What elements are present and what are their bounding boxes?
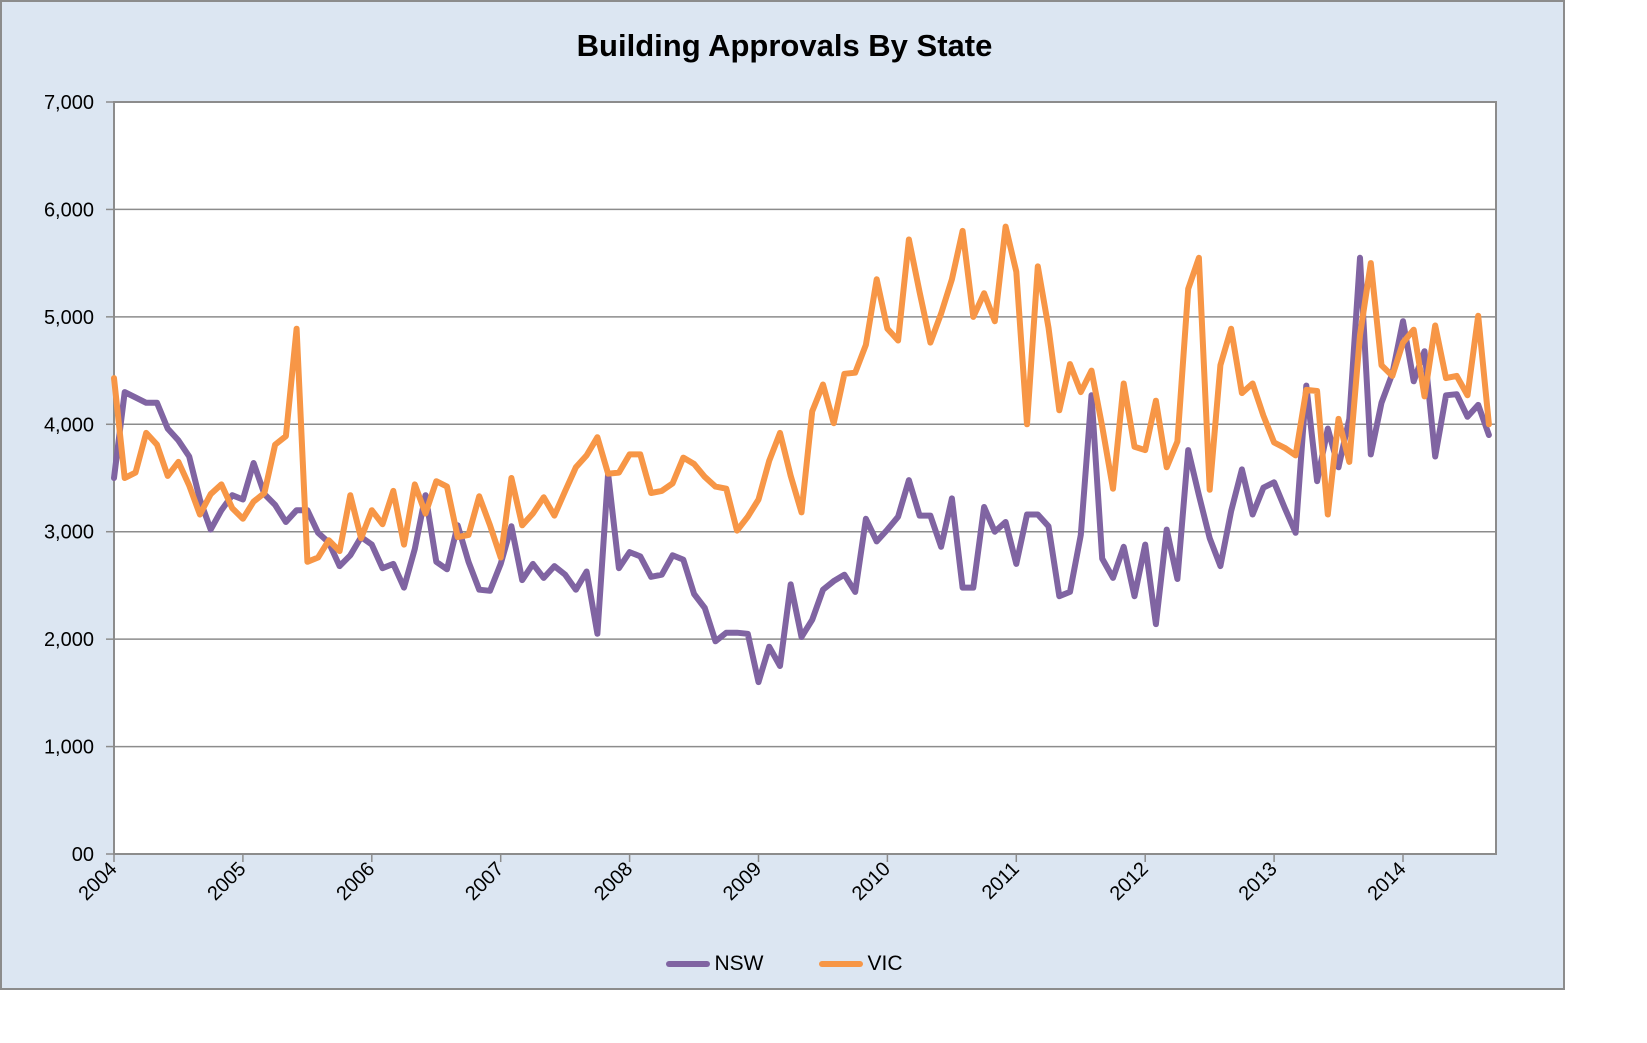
y-tick-label: 2,000 bbox=[44, 629, 94, 651]
x-tick-label: 2006 bbox=[332, 858, 379, 905]
x-tick-label: 2011 bbox=[978, 858, 1024, 904]
series-line-nsw bbox=[111, 254, 1492, 686]
legend-swatch-nsw bbox=[666, 961, 711, 967]
y-tick-label: 5,000 bbox=[44, 307, 94, 329]
x-tick-label: 2007 bbox=[461, 858, 508, 905]
chart-area: Building Approvals By State 00 1,000 2,000… bbox=[0, 0, 1565, 990]
y-tick-label: 3,000 bbox=[44, 522, 94, 544]
x-tick-label: 2005 bbox=[203, 858, 250, 905]
x-tick-label: 2009 bbox=[719, 858, 766, 905]
legend-label-vic: VIC bbox=[867, 952, 903, 975]
plot-svg: 00 1,000 2,000 3,000 4,000 5,000 6,000 7,000 20… bbox=[44, 92, 1497, 905]
y-tick-label: 6,000 bbox=[44, 199, 94, 221]
chart-title: Building Approvals By State bbox=[576, 28, 993, 63]
legend-item-nsw: NSW bbox=[666, 952, 763, 976]
y-tick-label: 1,000 bbox=[44, 737, 94, 759]
y-tick-label: 7,000 bbox=[44, 92, 94, 114]
x-tick-label: 2013 bbox=[1235, 858, 1282, 905]
x-tick-label: 2012 bbox=[1106, 858, 1153, 905]
legend: NSW VIC bbox=[2, 952, 1567, 976]
x-tick-label: 2010 bbox=[848, 858, 895, 905]
legend-label-nsw: NSW bbox=[714, 952, 764, 975]
x-tick-label: 2008 bbox=[590, 858, 637, 905]
series-line-vic bbox=[111, 223, 1492, 565]
x-tick-label: 2014 bbox=[1364, 858, 1411, 905]
legend-item-vic: VIC bbox=[819, 952, 903, 976]
y-tick-label: 4,000 bbox=[44, 414, 94, 436]
legend-swatch-vic bbox=[819, 961, 864, 967]
y-tick-label: 00 bbox=[72, 844, 94, 866]
